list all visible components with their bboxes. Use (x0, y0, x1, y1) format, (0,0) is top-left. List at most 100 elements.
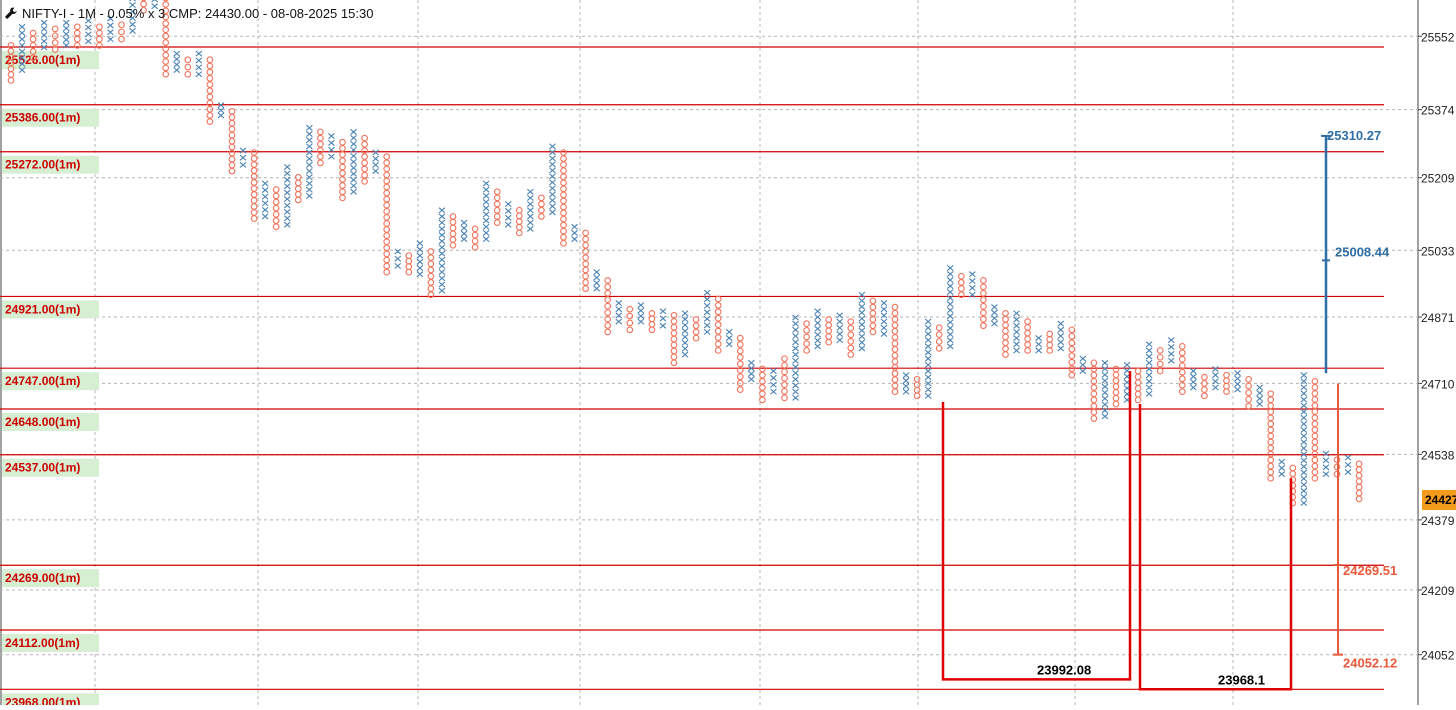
pnf-o-mark (692, 334, 700, 342)
chart-title: NIFTY-I - 1M - 0.05% x 3 CMP: 24430.00 -… (22, 5, 374, 21)
pnf-o-column (427, 248, 435, 299)
pnf-o-mark (935, 331, 943, 338)
pnf-x-column (836, 312, 844, 344)
pnf-o-mark (1068, 332, 1076, 340)
pnf-o-mark (1178, 368, 1186, 376)
pnf-o-mark (206, 81, 214, 88)
pnf-x-column (1079, 355, 1087, 375)
pnf-x-column (1189, 368, 1197, 391)
pnf-o-mark (383, 268, 391, 276)
pnf-x-column (1212, 365, 1219, 391)
pnf-o-mark (427, 260, 435, 268)
pnf-o-mark (670, 359, 678, 367)
y-axis-tick-label: 24710 (1421, 377, 1455, 391)
pnf-o-mark (1068, 352, 1076, 360)
pnf-o-mark (538, 194, 545, 202)
pnf-x-column (593, 269, 601, 292)
wrench-icon[interactable] (4, 6, 18, 20)
pnf-o-mark (361, 140, 368, 148)
pnf-o-mark (493, 206, 501, 214)
pnf-o-mark (339, 145, 346, 152)
pnf-o-mark (427, 254, 435, 262)
pnf-o-column (51, 25, 59, 53)
pnf-o-mark (1156, 367, 1164, 375)
pnf-o-mark (781, 374, 788, 382)
y-axis-tick-label: 25033 (1421, 244, 1455, 258)
pnf-o-column (759, 365, 766, 404)
pnf-o-mark (1068, 345, 1076, 353)
pnf-o-mark (471, 225, 479, 233)
pnf-o-mark (493, 200, 501, 208)
pnf-o-mark (162, 70, 170, 78)
level-label: 24648.00(1m) (5, 415, 80, 429)
pnf-o-mark (294, 196, 302, 204)
pnf-o-mark (759, 384, 766, 391)
pnf-o-column (493, 188, 501, 226)
pnf-o-mark (361, 153, 368, 161)
pnf-o-mark (648, 326, 656, 334)
pnf-o-mark (361, 134, 368, 142)
pnf-o-mark (736, 360, 744, 368)
pnf-o-column (1112, 365, 1120, 408)
level-label: 25272.00(1m) (5, 158, 80, 172)
pnf-o-mark (1090, 408, 1098, 416)
count-bracket-1 (941, 371, 1132, 681)
pnf-o-mark (626, 305, 634, 313)
pnf-o-mark (957, 272, 965, 280)
pnf-o-mark (51, 32, 59, 40)
pnf-x-column (195, 50, 203, 78)
pnf-o-mark (781, 387, 788, 395)
pnf-o-mark (847, 324, 855, 332)
pnf-o-mark (582, 241, 589, 249)
pnf-o-mark (427, 279, 435, 286)
pnf-o-mark (626, 312, 634, 320)
pnf-o-mark (96, 29, 103, 37)
pnf-x-column (659, 308, 667, 329)
pnf-x-column (1145, 341, 1153, 397)
pnf-o-column (206, 56, 214, 125)
pnf-o-mark (206, 105, 214, 113)
pnf-x-column (305, 124, 313, 199)
projection-down-target-label: 24052.12 (1343, 656, 1397, 671)
pnf-o-mark (847, 344, 855, 352)
pnf-o-mark (538, 200, 545, 208)
pnf-o-column (825, 316, 833, 346)
pnf-o-mark (759, 396, 766, 404)
pnf-o-mark (604, 277, 612, 284)
pnf-o-mark (361, 178, 368, 185)
level-label-bg (2, 633, 99, 652)
level-label: 24537.00(1m) (5, 461, 80, 475)
pnf-o-mark (980, 315, 987, 323)
pnf-o-column (1245, 375, 1252, 410)
pnf-o-mark (1068, 339, 1076, 347)
pnf-x-column (438, 207, 446, 294)
pnf-o-mark (1068, 365, 1076, 373)
pnf-o-mark (714, 295, 722, 303)
pnf-o-mark (1245, 396, 1252, 403)
pnf-x-column (239, 147, 247, 168)
pnf-o-mark (913, 392, 921, 400)
pnf-o-mark (869, 303, 877, 311)
y-axis-tick-label: 25374 (1421, 104, 1455, 118)
pnf-x-column (1123, 361, 1131, 403)
y-axis-tick-label: 24052 (1421, 649, 1455, 663)
pnf-o-column (847, 318, 855, 358)
pnf-o-mark (604, 296, 612, 304)
chart-title-bar[interactable]: NIFTY-I - 1M - 0.05% x 3 CMP: 24430.00 -… (4, 4, 373, 22)
pnf-o-column (1090, 359, 1098, 422)
pnf-o-mark (162, 20, 170, 27)
pnf-o-mark (803, 340, 810, 348)
pnf-o-mark (1046, 347, 1054, 354)
pnf-o-mark (73, 23, 81, 31)
pnf-x-column (129, 0, 136, 34)
pnf-x-column (394, 248, 402, 269)
projection-down-mid-label: 24269.51 (1343, 563, 1397, 578)
pnf-o-mark (1090, 365, 1098, 373)
pnf-o-mark (869, 297, 877, 305)
pnf-o-mark (1178, 381, 1186, 389)
pnf-o-mark (604, 283, 612, 291)
pnf-o-column (670, 312, 678, 367)
pnf-o-mark (206, 112, 214, 119)
pnf-x-column (460, 219, 468, 243)
